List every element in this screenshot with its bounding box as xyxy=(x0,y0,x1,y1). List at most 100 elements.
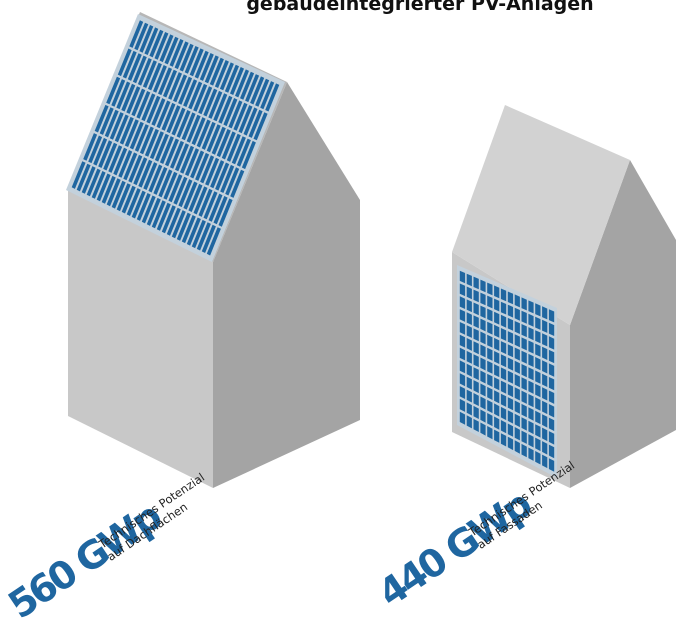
solar-cell xyxy=(528,367,534,381)
solar-cell xyxy=(459,270,466,284)
solar-cell xyxy=(548,377,555,391)
solar-cell xyxy=(535,357,541,371)
solar-cell xyxy=(216,129,231,158)
solar-cell xyxy=(507,291,514,305)
solar-cell xyxy=(535,370,541,384)
solar-cell xyxy=(154,32,169,60)
solar-cell xyxy=(151,200,166,229)
solar-cell xyxy=(126,188,141,216)
solar-cell xyxy=(119,116,134,145)
solar-cell xyxy=(230,67,244,95)
solar-cell xyxy=(195,152,210,181)
solar-cell xyxy=(200,155,215,184)
solar-cell xyxy=(190,150,205,179)
solar-cell xyxy=(459,360,466,374)
diagram-title: gebäudeintegrierter PV-Anlagen xyxy=(246,0,594,15)
solar-cell xyxy=(165,138,179,167)
solar-cell xyxy=(528,434,534,448)
solar-cell xyxy=(91,171,106,199)
solar-cell xyxy=(215,162,230,191)
solar-cell xyxy=(111,79,126,107)
solar-cell xyxy=(191,117,206,146)
solar-cell xyxy=(521,310,527,324)
solar-cell xyxy=(514,334,520,348)
solar-cell xyxy=(459,296,466,309)
solar-cell xyxy=(521,297,527,311)
solar-cell xyxy=(494,351,500,364)
solar-cell xyxy=(169,39,184,67)
solar-cell xyxy=(459,386,466,399)
solar-cell xyxy=(466,325,472,338)
solar-cell xyxy=(149,29,164,58)
solar-cell xyxy=(487,308,493,322)
solar-cell xyxy=(218,198,233,227)
solar-cell xyxy=(473,393,479,406)
solar-cell xyxy=(148,164,163,193)
solar-cell xyxy=(528,313,534,327)
solar-cell xyxy=(473,367,479,381)
house-facade-roof-top xyxy=(452,105,630,325)
solar-cell xyxy=(548,363,555,377)
solar-cell xyxy=(151,98,166,126)
solar-cell xyxy=(129,20,144,48)
solar-cell xyxy=(466,273,472,287)
solar-cell xyxy=(161,102,176,131)
solar-cell xyxy=(500,314,507,328)
solar-cell xyxy=(241,140,256,170)
solar-cell xyxy=(542,400,548,415)
solar-cell xyxy=(542,319,548,333)
solar-cell xyxy=(121,83,136,112)
solar-cell xyxy=(153,65,167,93)
solar-cell xyxy=(153,167,168,195)
solar-cell xyxy=(173,176,188,205)
solar-cell xyxy=(542,441,548,455)
solar-cell xyxy=(466,350,472,364)
solar-cell xyxy=(173,74,188,103)
solar-cell xyxy=(514,360,520,374)
solar-cell xyxy=(494,403,500,417)
solar-cell xyxy=(528,380,534,394)
solar-cell xyxy=(230,169,245,198)
solar-cell xyxy=(149,131,164,160)
solar-cell xyxy=(103,142,118,171)
solar-cell xyxy=(528,407,534,421)
solar-cell xyxy=(198,188,213,217)
solar-cell xyxy=(494,364,500,378)
solar-cell xyxy=(209,57,224,86)
solar-cell xyxy=(225,167,240,196)
solar-cell xyxy=(136,91,151,119)
solar-cell xyxy=(507,357,514,371)
solar-cell xyxy=(208,193,223,222)
solar-cell xyxy=(528,327,534,341)
solar-cell xyxy=(507,436,514,451)
solar-cell xyxy=(175,143,189,172)
solar-cell xyxy=(528,394,534,408)
solar-cell xyxy=(127,53,142,81)
solar-cell xyxy=(94,104,109,133)
solar-cell xyxy=(507,383,514,398)
solar-cell xyxy=(139,25,154,53)
solar-cell xyxy=(535,303,541,317)
solar-cell xyxy=(113,147,128,176)
solar-cell xyxy=(156,100,171,129)
solar-cell xyxy=(132,55,147,84)
solar-cell xyxy=(205,157,220,186)
solar-cell xyxy=(459,373,466,387)
solar-cell xyxy=(494,390,500,404)
solar-cell xyxy=(535,330,541,344)
solar-cell xyxy=(500,328,507,341)
solar-cell xyxy=(186,217,201,246)
solar-cell xyxy=(494,298,500,312)
solar-cell xyxy=(480,357,486,371)
solar-cell xyxy=(459,309,466,322)
solar-cell xyxy=(494,324,500,338)
solar-cell xyxy=(265,83,280,112)
solar-cell xyxy=(221,131,236,160)
solar-cell xyxy=(466,363,472,377)
solar-cell xyxy=(500,433,507,447)
solar-cell xyxy=(203,88,218,117)
solar-cell xyxy=(188,81,203,110)
solar-cell xyxy=(238,105,253,134)
solar-cell xyxy=(133,157,148,186)
solar-cell xyxy=(487,347,493,361)
